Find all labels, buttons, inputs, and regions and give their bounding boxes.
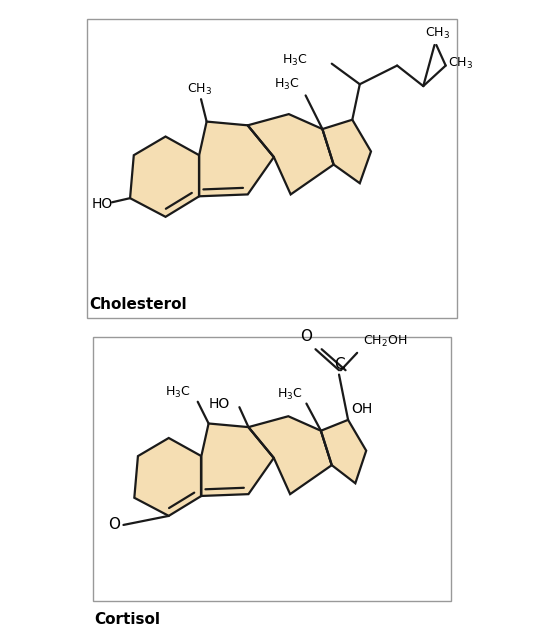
Text: H$_3$C: H$_3$C	[277, 387, 303, 402]
Polygon shape	[130, 137, 199, 217]
Text: HO: HO	[209, 397, 230, 411]
Bar	[92, 337, 452, 601]
Text: H$_3$C: H$_3$C	[282, 53, 307, 67]
Polygon shape	[199, 121, 274, 196]
Text: Cholesterol: Cholesterol	[89, 297, 187, 312]
Text: H$_3$C: H$_3$C	[165, 385, 190, 400]
Polygon shape	[321, 420, 366, 483]
Text: O: O	[108, 518, 120, 532]
Text: C: C	[335, 357, 345, 371]
Text: H$_3$C: H$_3$C	[275, 77, 300, 91]
Polygon shape	[249, 417, 332, 494]
Polygon shape	[248, 114, 333, 194]
Polygon shape	[323, 120, 371, 184]
Text: O: O	[300, 329, 312, 344]
Text: CH$_3$: CH$_3$	[448, 56, 473, 71]
Text: HO: HO	[91, 197, 113, 211]
Polygon shape	[201, 424, 274, 496]
Text: CH$_3$: CH$_3$	[187, 82, 212, 97]
Text: Cortisol: Cortisol	[95, 612, 160, 627]
Text: CH$_3$: CH$_3$	[424, 26, 450, 41]
Polygon shape	[134, 438, 201, 516]
Text: CH$_2$OH: CH$_2$OH	[363, 334, 407, 349]
Text: OH: OH	[352, 402, 373, 416]
